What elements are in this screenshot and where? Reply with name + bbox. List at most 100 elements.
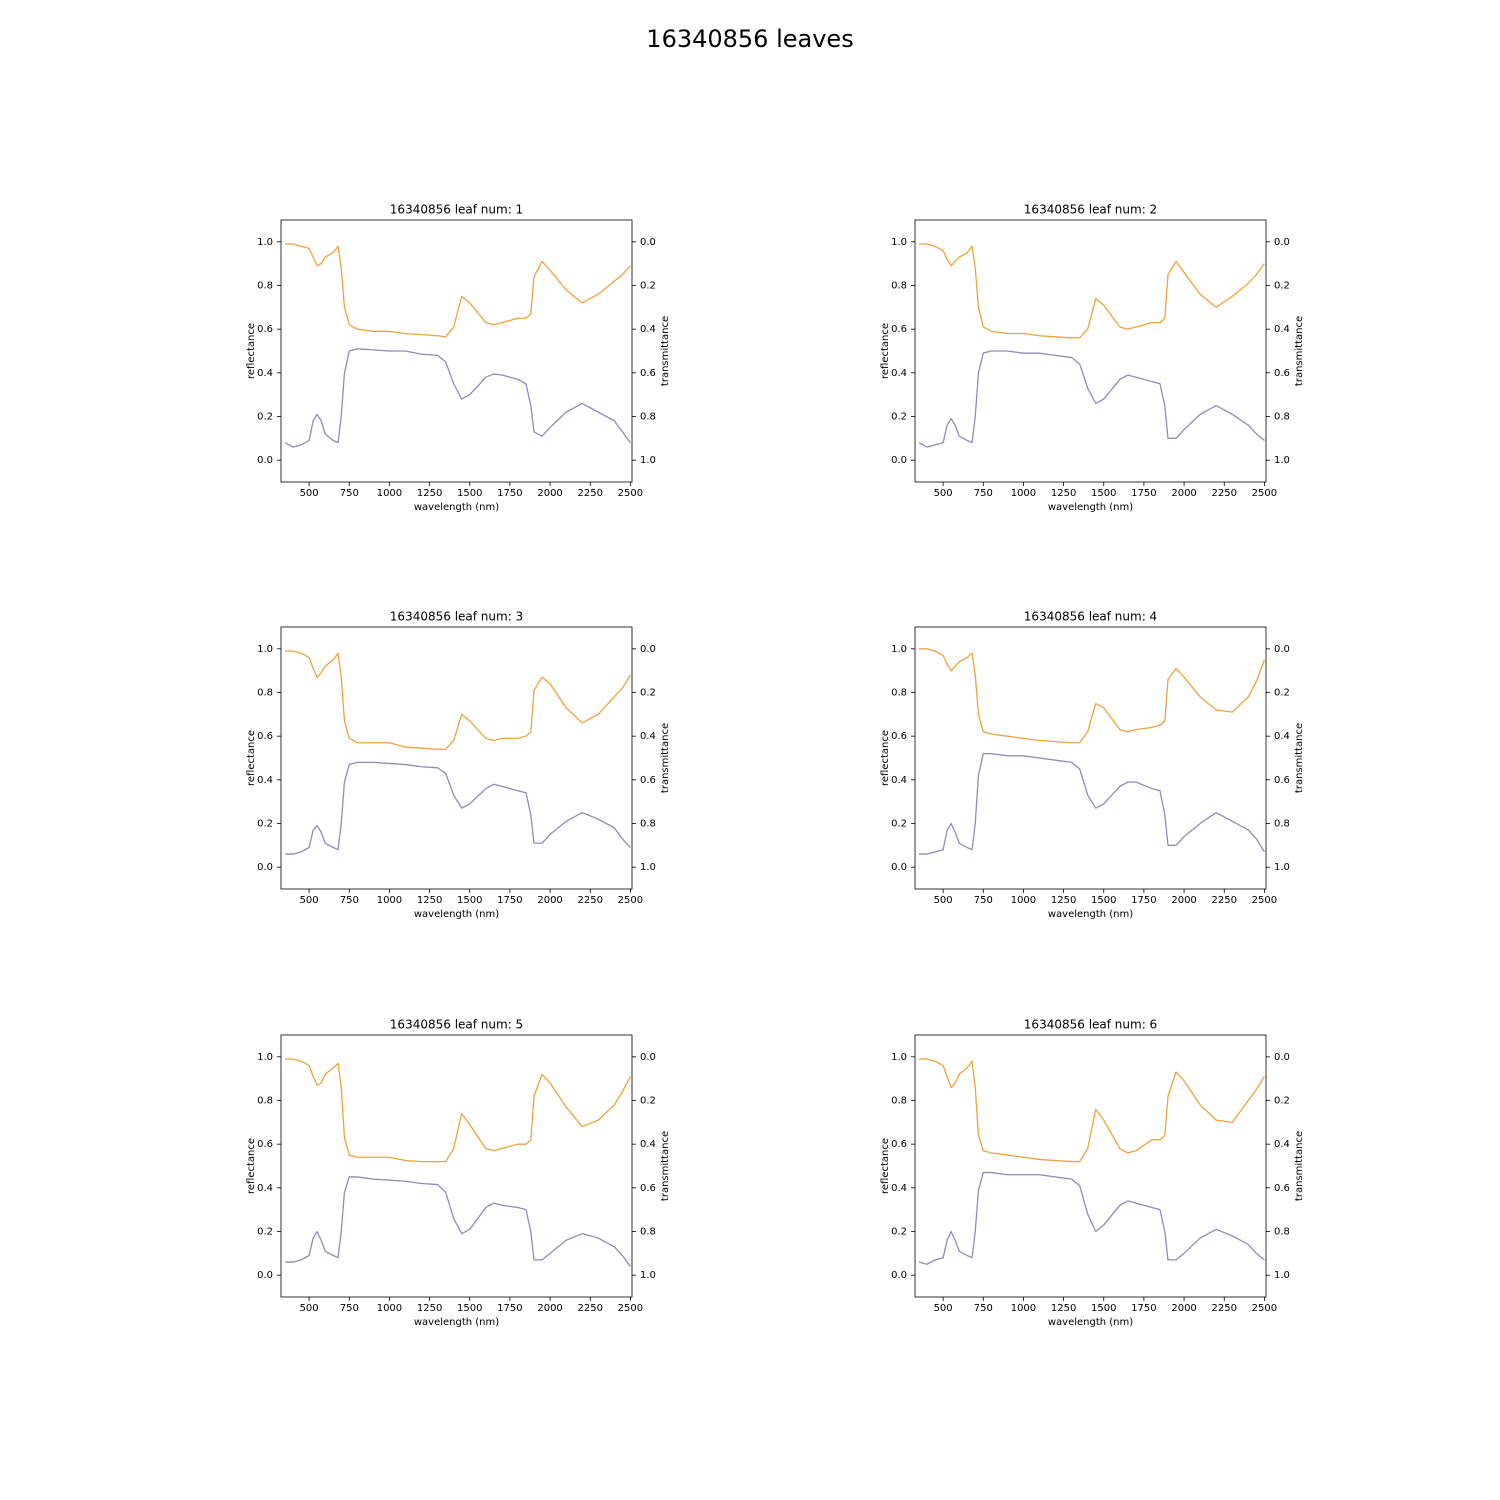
series-line <box>919 752 1265 855</box>
y2-tick-label: 0.4 <box>1274 731 1290 742</box>
figure-title: 16340856 leaves <box>646 25 853 53</box>
plot-frame <box>280 219 633 483</box>
y2-tick-label: 0.8 <box>1274 1227 1290 1238</box>
x-axis-label: wavelength (nm) <box>414 502 499 513</box>
x-tick-label: 2500 <box>1252 1303 1277 1314</box>
y2-tick-label: 1.0 <box>1274 862 1290 873</box>
x-tick-label: 1500 <box>1091 488 1116 499</box>
series-line <box>918 1171 1265 1265</box>
plot-frame <box>280 1034 633 1298</box>
y2-tick-label: 0.8 <box>640 1227 656 1238</box>
y-tick-label: 0.8 <box>891 281 907 292</box>
y2-axis-label: transmittance <box>660 316 671 386</box>
y-tick-label: 0.2 <box>891 1227 907 1238</box>
y-tick-label: 0.0 <box>891 455 907 466</box>
x-tick-label: 1000 <box>1011 895 1036 906</box>
y-tick-label: 0.0 <box>891 862 907 873</box>
x-tick-label: 2250 <box>1212 895 1237 906</box>
y-tick-label: 0.4 <box>891 775 907 786</box>
x-tick-label: 1250 <box>1051 895 1076 906</box>
y2-tick-label: 0.6 <box>1274 1183 1290 1194</box>
x-axis-label: wavelength (nm) <box>1048 502 1133 513</box>
y2-tick-label: 0.0 <box>1274 644 1290 655</box>
y-tick-label: 0.6 <box>257 324 273 335</box>
y-axis-label: reflectance <box>246 323 257 379</box>
x-axis-label: wavelength (nm) <box>1048 909 1133 920</box>
series-line <box>919 243 1265 339</box>
x-tick-label: 500 <box>300 1303 319 1314</box>
x-tick-label: 2000 <box>537 1303 562 1314</box>
y-tick-label: 0.0 <box>257 455 273 466</box>
y2-axis-label: transmittance <box>1294 723 1305 793</box>
x-tick-label: 2500 <box>618 488 643 499</box>
subplot-title: 16340856 leaf num: 3 <box>390 610 523 624</box>
y-tick-label: 0.8 <box>257 688 273 699</box>
x-tick-label: 1750 <box>1131 488 1156 499</box>
x-tick-label: 2500 <box>618 895 643 906</box>
y2-tick-label: 0.4 <box>1274 324 1290 335</box>
y2-tick-label: 1.0 <box>640 455 656 466</box>
x-tick-label: 2000 <box>1171 1303 1196 1314</box>
y2-tick-label: 0.6 <box>640 1183 656 1194</box>
y2-tick-label: 0.2 <box>1274 281 1290 292</box>
y2-tick-label: 0.6 <box>1274 775 1290 786</box>
y2-tick-label: 0.8 <box>1274 412 1290 423</box>
x-axis-label: wavelength (nm) <box>1048 1317 1133 1328</box>
x-tick-label: 1500 <box>1091 895 1116 906</box>
series-line <box>285 1058 631 1163</box>
plot-frame <box>914 626 1267 890</box>
y-tick-label: 1.0 <box>257 644 273 655</box>
x-tick-label: 1000 <box>1011 488 1036 499</box>
y-tick-label: 0.2 <box>257 1227 273 1238</box>
x-tick-label: 1750 <box>497 1303 522 1314</box>
x-tick-label: 750 <box>340 488 359 499</box>
x-tick-label: 1750 <box>497 895 522 906</box>
y-tick-label: 0.6 <box>891 1139 907 1150</box>
x-tick-label: 2000 <box>537 488 562 499</box>
y2-tick-label: 0.8 <box>640 412 656 423</box>
y2-axis-label: transmittance <box>1294 316 1305 386</box>
y2-tick-label: 0.2 <box>1274 1096 1290 1107</box>
x-axis-label: wavelength (nm) <box>414 909 499 920</box>
y-axis-label: reflectance <box>246 730 257 786</box>
x-tick-label: 1250 <box>417 488 442 499</box>
y2-axis-label: transmittance <box>660 723 671 793</box>
y2-tick-label: 0.0 <box>1274 1052 1290 1063</box>
series-line <box>919 1058 1265 1163</box>
x-tick-label: 1750 <box>1131 1303 1156 1314</box>
y2-tick-label: 1.0 <box>640 1270 656 1281</box>
x-tick-label: 1750 <box>1131 895 1156 906</box>
subplot-title: 16340856 leaf num: 6 <box>1024 1018 1157 1032</box>
x-tick-label: 1500 <box>457 488 482 499</box>
x-tick-label: 1500 <box>457 1303 482 1314</box>
y2-tick-label: 0.2 <box>640 281 656 292</box>
y-axis-label: reflectance <box>880 323 891 379</box>
subplot-title: 16340856 leaf num: 1 <box>390 203 523 217</box>
series-line <box>284 348 631 448</box>
x-tick-label: 500 <box>300 895 319 906</box>
x-tick-label: 2250 <box>1212 488 1237 499</box>
y2-tick-label: 0.4 <box>640 731 656 742</box>
x-tick-label: 1250 <box>1051 488 1076 499</box>
y-tick-label: 0.4 <box>891 368 907 379</box>
x-tick-label: 500 <box>934 488 953 499</box>
y-axis-label: reflectance <box>880 1138 891 1194</box>
y-tick-label: 0.8 <box>891 688 907 699</box>
series-line <box>285 1176 631 1267</box>
y2-axis-label: transmittance <box>660 1131 671 1201</box>
y-tick-label: 0.2 <box>891 819 907 830</box>
y2-tick-label: 0.6 <box>640 775 656 786</box>
series-line <box>285 761 631 855</box>
x-tick-label: 500 <box>934 895 953 906</box>
y-tick-label: 0.6 <box>257 1139 273 1150</box>
y2-tick-label: 1.0 <box>1274 1270 1290 1281</box>
y2-tick-label: 1.0 <box>1274 455 1290 466</box>
x-tick-label: 2250 <box>578 488 603 499</box>
x-tick-label: 2500 <box>1252 895 1277 906</box>
x-tick-label: 2250 <box>578 1303 603 1314</box>
y-tick-label: 1.0 <box>257 237 273 248</box>
y2-tick-label: 0.2 <box>640 688 656 699</box>
